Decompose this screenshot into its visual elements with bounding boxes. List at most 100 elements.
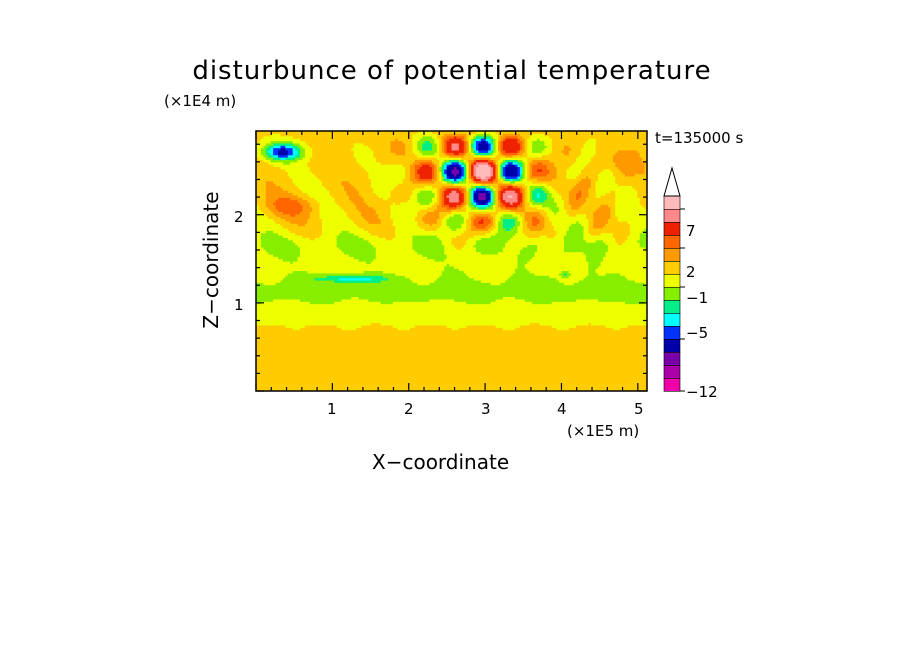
field-cell bbox=[268, 369, 272, 373]
field-cell bbox=[312, 372, 316, 376]
field-cell bbox=[600, 374, 604, 378]
field-cell bbox=[309, 376, 313, 380]
field-cell bbox=[510, 372, 514, 376]
field-cell bbox=[573, 388, 577, 391]
field-cell bbox=[402, 369, 406, 373]
field-cell bbox=[368, 383, 372, 387]
field-cell bbox=[644, 388, 647, 391]
field-cell bbox=[409, 388, 413, 391]
field-cell bbox=[353, 372, 357, 376]
field-cell bbox=[546, 381, 550, 385]
field-cell bbox=[573, 376, 577, 380]
field-cell bbox=[519, 379, 523, 383]
field-cell bbox=[309, 388, 313, 391]
field-cell bbox=[370, 381, 374, 385]
field-cell bbox=[554, 386, 558, 390]
field-cell bbox=[468, 372, 472, 376]
field-cell bbox=[417, 374, 421, 378]
field-cell bbox=[480, 379, 484, 383]
field-cell bbox=[490, 374, 494, 378]
field-cell bbox=[607, 374, 611, 378]
field-cell bbox=[595, 376, 599, 380]
field-cell bbox=[427, 372, 431, 376]
field-cell bbox=[603, 372, 607, 376]
field-cell bbox=[627, 379, 631, 383]
field-cell bbox=[480, 388, 484, 391]
field-cell bbox=[270, 386, 274, 390]
field-cell bbox=[295, 376, 299, 380]
field-cell bbox=[319, 369, 323, 373]
field-cell bbox=[326, 381, 330, 385]
field-cell bbox=[270, 372, 274, 376]
field-cell bbox=[615, 381, 619, 385]
field-cell bbox=[417, 381, 421, 385]
field-cell bbox=[280, 374, 284, 378]
field-cell bbox=[378, 369, 382, 373]
field-cell bbox=[275, 381, 279, 385]
field-cell bbox=[512, 386, 516, 390]
field-cell bbox=[510, 388, 514, 391]
field-cell bbox=[402, 388, 406, 391]
field-cell bbox=[639, 372, 643, 376]
field-cell bbox=[336, 381, 340, 385]
field-cell bbox=[463, 381, 467, 385]
field-cell bbox=[287, 388, 291, 391]
field-cell bbox=[485, 381, 489, 385]
field-cell bbox=[346, 376, 350, 380]
field-cell bbox=[400, 374, 404, 378]
field-cell bbox=[292, 386, 296, 390]
field-cell bbox=[544, 381, 548, 385]
field-cell bbox=[407, 372, 411, 376]
field-cell bbox=[348, 369, 352, 373]
field-cell bbox=[449, 388, 453, 391]
field-cell bbox=[561, 374, 565, 378]
field-cell bbox=[644, 383, 647, 387]
field-cell bbox=[299, 376, 304, 380]
field-cell bbox=[544, 379, 548, 383]
field-cell bbox=[353, 388, 357, 391]
field-cell bbox=[295, 369, 299, 373]
field-cell bbox=[299, 379, 304, 383]
field-cell bbox=[478, 374, 482, 378]
field-cell bbox=[566, 388, 570, 391]
field-cell bbox=[615, 374, 619, 378]
field-cell bbox=[431, 386, 435, 390]
field-cell bbox=[282, 379, 286, 383]
field-cell bbox=[409, 386, 413, 390]
field-cell bbox=[439, 376, 443, 380]
field-cell bbox=[268, 383, 272, 387]
field-cell bbox=[373, 372, 377, 376]
field-cell bbox=[466, 374, 470, 378]
field-cell bbox=[429, 383, 433, 387]
field-cell bbox=[317, 383, 321, 387]
field-cell bbox=[329, 383, 333, 387]
field-cell bbox=[568, 381, 572, 385]
field-cell bbox=[527, 372, 531, 376]
field-cell bbox=[639, 386, 643, 390]
field-cell bbox=[409, 374, 413, 378]
field-cell bbox=[326, 383, 330, 387]
field-cell bbox=[282, 376, 286, 380]
field-cell bbox=[392, 374, 396, 378]
field-cell bbox=[500, 386, 504, 390]
field-cell bbox=[414, 379, 418, 383]
field-cell bbox=[473, 374, 477, 378]
field-cell bbox=[368, 372, 372, 376]
field-cell bbox=[405, 383, 409, 387]
field-cell bbox=[258, 383, 262, 387]
field-cell bbox=[559, 383, 563, 387]
field-cell bbox=[629, 388, 633, 391]
field-cell bbox=[280, 388, 284, 391]
field-cell bbox=[512, 372, 516, 376]
field-cell bbox=[517, 381, 521, 385]
field-cell bbox=[634, 379, 638, 383]
field-cell bbox=[483, 374, 487, 378]
field-cell bbox=[370, 369, 374, 373]
field-cell bbox=[488, 372, 492, 376]
field-cell bbox=[285, 369, 289, 373]
field-cell bbox=[600, 379, 604, 383]
field-cell bbox=[317, 379, 321, 383]
field-cell bbox=[634, 386, 638, 390]
field-cell bbox=[390, 381, 394, 385]
field-cell bbox=[290, 372, 294, 376]
